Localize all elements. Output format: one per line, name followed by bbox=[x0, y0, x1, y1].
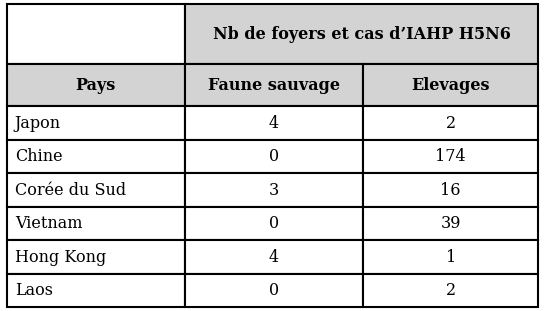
Bar bbox=[363, 207, 538, 240]
Bar bbox=[185, 140, 363, 173]
Text: Hong Kong: Hong Kong bbox=[15, 248, 106, 266]
Text: Pays: Pays bbox=[76, 77, 116, 94]
Bar bbox=[363, 240, 538, 274]
Bar bbox=[7, 140, 185, 173]
Text: 16: 16 bbox=[440, 182, 461, 198]
Text: Vietnam: Vietnam bbox=[15, 215, 82, 232]
Bar bbox=[7, 240, 185, 274]
Bar bbox=[363, 106, 538, 140]
Text: 1: 1 bbox=[446, 248, 456, 266]
Text: Laos: Laos bbox=[15, 282, 53, 299]
Bar bbox=[363, 64, 538, 106]
Text: Nb de foyers et cas d’IAHP H5N6: Nb de foyers et cas d’IAHP H5N6 bbox=[213, 26, 511, 43]
Bar bbox=[7, 274, 185, 307]
Text: 2: 2 bbox=[446, 115, 456, 132]
Bar bbox=[185, 173, 363, 207]
Bar bbox=[185, 240, 363, 274]
Bar bbox=[7, 4, 185, 64]
Bar bbox=[363, 140, 538, 173]
Bar bbox=[7, 207, 185, 240]
Text: 2: 2 bbox=[446, 282, 456, 299]
Bar bbox=[363, 173, 538, 207]
Bar bbox=[363, 274, 538, 307]
Bar bbox=[185, 106, 363, 140]
Bar bbox=[185, 64, 363, 106]
Text: 3: 3 bbox=[269, 182, 279, 198]
Text: Corée du Sud: Corée du Sud bbox=[15, 182, 126, 198]
Text: Japon: Japon bbox=[15, 115, 61, 132]
Text: 39: 39 bbox=[440, 215, 461, 232]
Text: 174: 174 bbox=[435, 148, 466, 165]
Text: 0: 0 bbox=[269, 215, 279, 232]
Text: 4: 4 bbox=[269, 115, 279, 132]
Text: Elevages: Elevages bbox=[411, 77, 490, 94]
Text: 4: 4 bbox=[269, 248, 279, 266]
Text: Faune sauvage: Faune sauvage bbox=[208, 77, 340, 94]
Text: 0: 0 bbox=[269, 148, 279, 165]
Bar bbox=[185, 4, 538, 64]
Bar bbox=[185, 207, 363, 240]
Bar bbox=[7, 173, 185, 207]
Bar bbox=[7, 106, 185, 140]
Text: 0: 0 bbox=[269, 282, 279, 299]
Bar bbox=[185, 274, 363, 307]
Bar bbox=[7, 64, 185, 106]
Text: Chine: Chine bbox=[15, 148, 62, 165]
